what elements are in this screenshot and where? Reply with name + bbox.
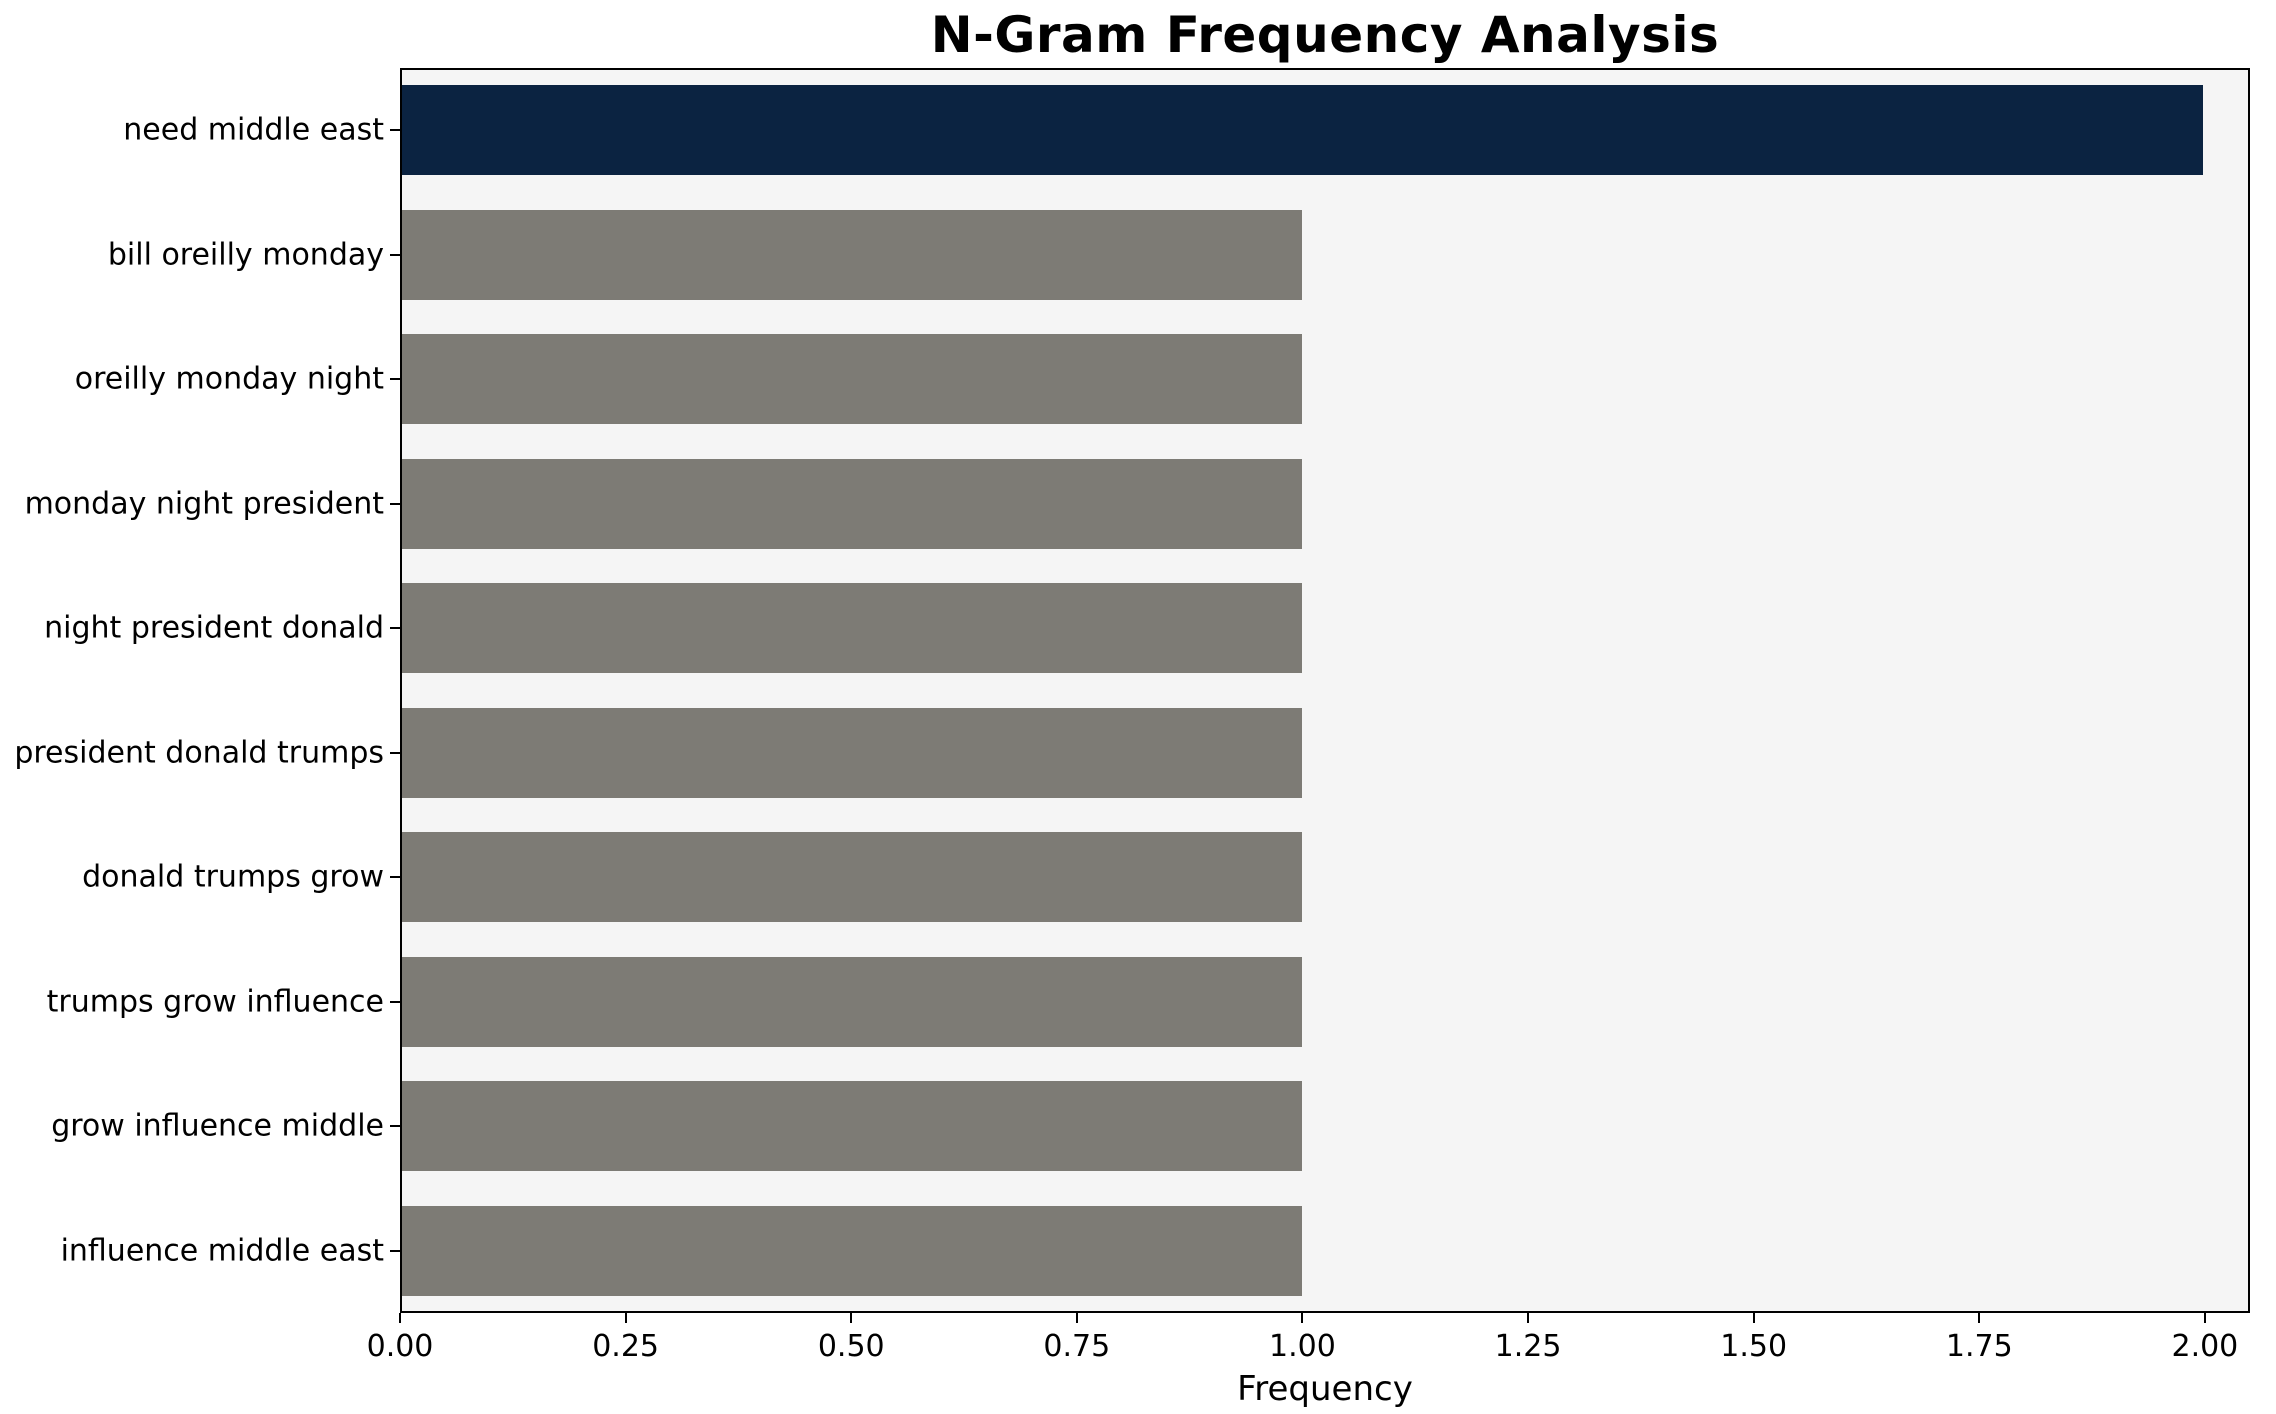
x-tick-label-0.25: 0.25: [592, 1329, 660, 1364]
x-tick-label-1.75: 1.75: [1945, 1329, 2013, 1364]
y-tick-mark: [390, 1249, 400, 1252]
x-tick-mark: [2203, 1313, 2206, 1323]
y-axis-label-grow-influence-middle: grow influence middle: [51, 1108, 384, 1144]
x-tick-mark: [399, 1313, 401, 1323]
bar-monday-night-president: [402, 458, 1303, 549]
y-tick-mark: [390, 1125, 400, 1128]
bar-grow-influence-middle: [402, 1081, 1303, 1172]
y-tick-mark: [390, 751, 400, 754]
bar-donald-trumps-grow: [402, 832, 1303, 923]
y-axis-label-bill-oreilly-monday: bill oreilly monday: [107, 237, 384, 273]
x-tick-mark: [1527, 1313, 1530, 1323]
x-tick-label-2.00: 2.00: [2171, 1329, 2239, 1364]
y-axis-label-monday-night-president: monday night president: [24, 486, 384, 522]
y-tick-mark: [390, 129, 400, 132]
bar-oreilly-monday-night: [402, 334, 1303, 425]
plot-area: [400, 68, 2250, 1313]
y-axis-label-influence-middle-east: influence middle east: [60, 1233, 384, 1269]
x-tick-mark: [1301, 1313, 1304, 1323]
x-tick-mark: [850, 1313, 853, 1323]
y-axis-label-trumps-grow-influence: trumps grow influence: [46, 984, 384, 1020]
bar-night-president-donald: [402, 583, 1303, 674]
x-tick-label-0.50: 0.50: [817, 1329, 885, 1364]
x-axis: 0.00 0.25 0.50 0.75 1.00 1.25 1.50 1.75 2.00: [367, 1313, 2250, 1373]
y-axis-labels: need middle east bill oreilly monday oreil…: [0, 68, 384, 1313]
bar-influence-middle-east: [402, 1205, 1303, 1296]
x-tick-mark: [624, 1313, 627, 1323]
y-axis-label-night-president-donald: night president donald: [44, 610, 384, 646]
y-tick-mark: [390, 1000, 400, 1003]
y-axis-label-president-donald-trumps: president donald trumps: [14, 735, 384, 771]
bar-trumps-grow-influence: [402, 956, 1303, 1047]
x-tick-label-1.25: 1.25: [1494, 1329, 1562, 1364]
x-tick-label-1.50: 1.50: [1720, 1329, 1788, 1364]
y-axis-label-oreilly-monday-night: oreilly monday night: [74, 361, 384, 397]
y-axis-label-donald-trumps-grow: donald trumps grow: [82, 859, 384, 895]
x-tick-label-0.75: 0.75: [1043, 1329, 1111, 1364]
bar-need-middle-east: [402, 85, 2203, 176]
chart-title: N-Gram Frequency Analysis: [930, 6, 1720, 64]
x-tick-mark: [1752, 1313, 1755, 1323]
x-axis-title: Frequency: [1237, 1369, 1413, 1409]
y-tick-mark: [390, 253, 400, 256]
y-tick-mark: [390, 502, 400, 505]
x-tick-mark: [1075, 1313, 1078, 1323]
x-tick-label-0.00: 0.00: [366, 1329, 434, 1364]
y-axis-label-need-middle-east: need middle east: [123, 112, 384, 148]
y-tick-mark: [390, 627, 400, 630]
bar-president-donald-trumps: [402, 707, 1303, 798]
x-tick-label-1.00: 1.00: [1269, 1329, 1336, 1364]
y-tick-mark: [390, 876, 400, 879]
x-tick-mark: [1978, 1313, 1981, 1323]
y-tick-mark: [390, 378, 400, 381]
bar-bill-oreilly-monday: [402, 209, 1303, 300]
